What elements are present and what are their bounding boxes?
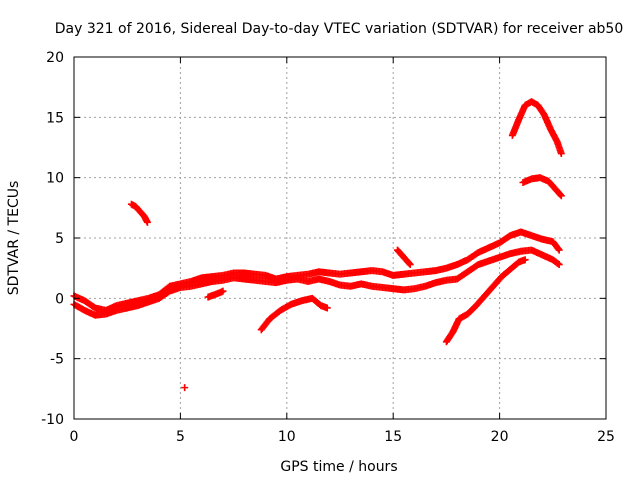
y-tick-label: -5 bbox=[50, 352, 64, 368]
data-point bbox=[181, 384, 189, 392]
data-point bbox=[557, 192, 565, 200]
y-tick-label: -10 bbox=[41, 412, 64, 428]
chart-title: Day 321 of 2016, Sidereal Day-to-day VTE… bbox=[55, 21, 624, 37]
y-tick-label: 0 bbox=[55, 291, 64, 307]
x-axis-label: GPS time / hours bbox=[280, 459, 397, 475]
grid bbox=[74, 57, 606, 419]
data-point bbox=[406, 261, 414, 269]
data-points bbox=[70, 98, 565, 392]
data-point bbox=[554, 245, 562, 253]
ticks: 0 5 10 15 20 25 -10 -5 0 5 10 15 20 bbox=[41, 50, 615, 445]
data-point bbox=[143, 218, 151, 226]
x-tick-label: 25 bbox=[597, 429, 615, 445]
y-tick-label: 15 bbox=[46, 110, 64, 126]
y-tick-label: 10 bbox=[46, 171, 64, 187]
data-point bbox=[557, 150, 565, 158]
x-tick-label: 15 bbox=[384, 429, 402, 445]
y-axis-label: SDTVAR / TECUs bbox=[6, 181, 22, 296]
x-tick-label: 0 bbox=[70, 429, 79, 445]
x-tick-label: 20 bbox=[491, 429, 509, 445]
y-tick-label: 5 bbox=[55, 231, 64, 247]
y-tick-label: 20 bbox=[46, 50, 64, 66]
data-point bbox=[555, 246, 563, 254]
data-point bbox=[521, 256, 529, 264]
data-point bbox=[323, 304, 331, 312]
data-point bbox=[554, 260, 562, 268]
data-point bbox=[555, 261, 563, 269]
data-point bbox=[219, 287, 227, 295]
data-point bbox=[405, 260, 413, 268]
x-tick-label: 10 bbox=[278, 429, 296, 445]
x-tick-label: 5 bbox=[176, 429, 185, 445]
data-point bbox=[556, 191, 564, 199]
